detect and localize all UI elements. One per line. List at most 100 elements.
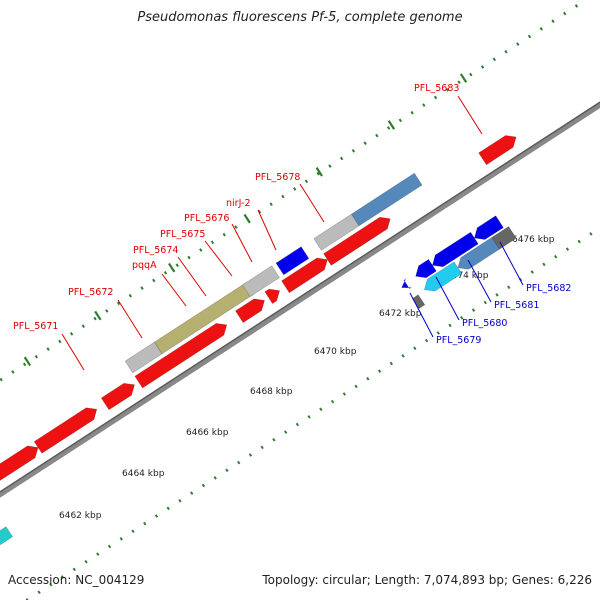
gene-leader-line: [117, 299, 143, 339]
minor-tick: [554, 254, 558, 259]
minor-tick: [295, 422, 300, 427]
minor-tick: [389, 361, 393, 366]
minor-tick: [577, 239, 581, 244]
minor-tick: [539, 27, 543, 31]
minor-tick: [37, 590, 41, 595]
gene-feature: [415, 258, 437, 279]
minor-tick: [166, 506, 170, 511]
gene-leader-line: [204, 240, 233, 277]
minor-tick: [530, 270, 534, 274]
gene-feature: [0, 445, 39, 481]
minor-tick: [154, 514, 159, 518]
minor-tick: [60, 575, 65, 579]
minor-tick: [69, 332, 74, 336]
gene-label: PFL_5682: [526, 283, 571, 294]
minor-tick: [480, 65, 485, 69]
gene-label: pqqA: [132, 260, 157, 271]
gene-leader-line: [61, 333, 85, 371]
major-tick: [459, 73, 468, 83]
tick-label: 6468 kbp: [250, 387, 293, 397]
gene-feature: [424, 261, 463, 292]
minor-tick: [34, 354, 39, 359]
tick-label: 6474 kbp: [446, 271, 489, 281]
gene-leader-line: [161, 273, 187, 307]
gene-feature: [33, 407, 98, 454]
gene-label: PFL_5680: [462, 318, 507, 329]
minor-tick: [269, 202, 273, 207]
genome-backbone-edge: [0, 101, 600, 493]
minor-tick: [178, 498, 182, 503]
minor-tick: [401, 354, 405, 358]
minor-tick: [413, 346, 417, 351]
minor-tick: [504, 49, 508, 54]
minor-tick: [283, 430, 288, 434]
minor-tick: [22, 362, 27, 367]
tick-label: 6470 kbp: [314, 347, 357, 357]
minor-tick: [105, 309, 109, 313]
minor-tick: [589, 232, 593, 236]
gene-label: PFL_5681: [494, 300, 539, 311]
minor-tick: [304, 179, 309, 184]
tick-label: 6462 kbp: [59, 511, 102, 521]
minor-tick: [410, 110, 414, 115]
minor-tick: [469, 72, 473, 77]
minor-tick: [190, 491, 194, 495]
gene-leader-line: [231, 223, 253, 263]
minor-tick: [492, 57, 496, 62]
tick-label: 6472 kbp: [379, 309, 422, 319]
minor-tick: [225, 468, 229, 473]
minor-tick: [119, 537, 123, 541]
minor-tick: [386, 126, 391, 130]
major-tick: [168, 262, 176, 273]
minor-tick: [107, 544, 112, 549]
minor-tick: [84, 559, 88, 564]
minor-tick: [375, 133, 379, 138]
minor-tick: [445, 88, 449, 92]
gene-feature: [351, 172, 423, 227]
major-tick: [94, 310, 102, 321]
gene-feature: [275, 246, 310, 276]
gene-label: nirJ-2: [226, 198, 251, 209]
minor-tick: [339, 156, 344, 161]
minor-tick: [574, 4, 579, 8]
gene-leader-line: [409, 292, 434, 338]
minor-tick: [201, 483, 206, 488]
minor-tick: [457, 80, 461, 85]
genome-backbone: [0, 102, 600, 498]
minor-tick: [187, 255, 191, 260]
major-tick: [23, 356, 32, 367]
gene-feature: [235, 298, 265, 324]
gene-leader-line: [257, 209, 277, 251]
minor-tick: [351, 149, 356, 153]
accession-text: Accession: NC_004129: [8, 573, 145, 587]
minor-tick: [143, 521, 147, 526]
gene-label: PFL_5676: [184, 213, 229, 224]
minor-tick: [422, 103, 426, 107]
minor-tick: [565, 247, 570, 251]
gene-feature: [474, 215, 504, 240]
minor-tick: [0, 377, 3, 382]
minor-tick: [72, 567, 76, 572]
minor-tick: [163, 271, 168, 275]
minor-tick: [199, 248, 203, 252]
gene-feature: [491, 226, 517, 250]
gene-feature: [281, 257, 328, 294]
major-tick: [243, 213, 251, 224]
minor-tick: [495, 293, 499, 297]
minor-tick: [551, 19, 555, 24]
minor-tick: [210, 240, 215, 245]
gene-feature: [134, 323, 228, 389]
minor-tick: [140, 286, 144, 290]
minor-tick: [328, 164, 332, 168]
minor-tick: [131, 529, 135, 534]
minor-tick: [460, 315, 464, 320]
gene-label: PFL_5675: [160, 229, 205, 240]
minor-tick: [319, 407, 323, 412]
minor-tick: [81, 324, 85, 329]
minor-tick: [128, 293, 132, 298]
minor-tick: [424, 338, 429, 343]
minor-tick: [542, 262, 546, 267]
minor-tick: [316, 171, 320, 176]
gene-label: PFL_5671: [13, 321, 58, 332]
minor-tick: [213, 476, 217, 480]
